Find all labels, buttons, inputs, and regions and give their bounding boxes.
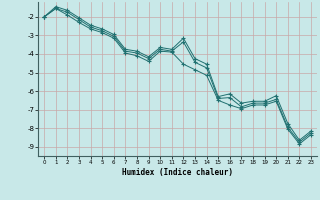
X-axis label: Humidex (Indice chaleur): Humidex (Indice chaleur) [122, 168, 233, 177]
